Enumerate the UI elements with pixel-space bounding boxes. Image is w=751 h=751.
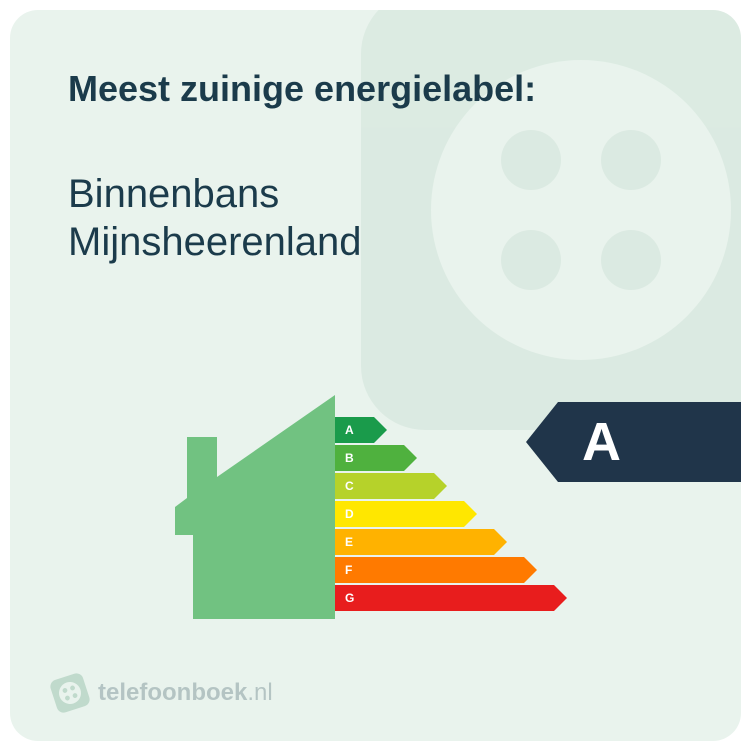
- energy-bar-label: G: [335, 585, 554, 611]
- bar-arrow-icon: [554, 585, 567, 611]
- energy-label-card: Meest zuinige energielabel: Binnenbans M…: [10, 10, 741, 741]
- footer-logo-icon: [47, 670, 92, 715]
- bar-arrow-icon: [404, 445, 417, 471]
- bar-arrow-icon: [434, 473, 447, 499]
- energy-bar-label: B: [335, 445, 404, 471]
- energy-bar-label: A: [335, 417, 374, 443]
- footer-brand: telefoonboek: [98, 679, 247, 706]
- card-subtitle: Binnenbans Mijnsheerenland: [68, 170, 362, 266]
- energy-bar: F: [335, 557, 595, 583]
- subtitle-line-1: Binnenbans: [68, 172, 279, 216]
- energy-bar-label: E: [335, 529, 494, 555]
- subtitle-line-2: Mijnsheerenland: [68, 220, 362, 264]
- rating-arrow-icon: [526, 402, 558, 482]
- bar-arrow-icon: [374, 417, 387, 443]
- energy-bar-label: C: [335, 473, 434, 499]
- energy-bar-label: F: [335, 557, 524, 583]
- energy-bar: G: [335, 585, 595, 611]
- bar-arrow-icon: [464, 501, 477, 527]
- house-icon: [175, 395, 335, 625]
- energy-bar-label: D: [335, 501, 464, 527]
- energy-bar: D: [335, 501, 595, 527]
- rating-badge: A: [526, 402, 741, 482]
- card-title: Meest zuinige energielabel:: [68, 68, 536, 110]
- energy-bar: E: [335, 529, 595, 555]
- footer-tld: .nl: [247, 679, 272, 706]
- footer: telefoonboek.nl: [52, 675, 273, 711]
- bar-arrow-icon: [494, 529, 507, 555]
- bar-arrow-icon: [524, 557, 537, 583]
- rating-value: A: [558, 402, 741, 482]
- footer-text: telefoonboek.nl: [98, 679, 273, 707]
